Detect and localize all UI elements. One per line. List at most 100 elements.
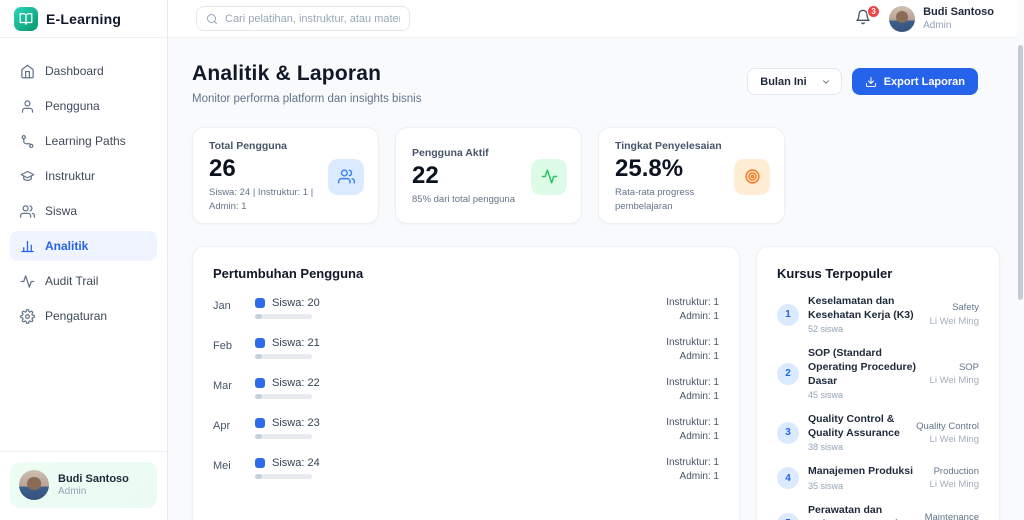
stat-label: Total Pengguna	[209, 139, 287, 152]
month-label: Feb	[213, 340, 232, 352]
course-category: Maintenance	[924, 511, 979, 520]
user-name: Budi Santoso	[923, 6, 994, 19]
graduation-cap-icon	[20, 170, 35, 181]
brand-name: E-Learning	[46, 10, 122, 27]
siswa-bar	[255, 394, 312, 399]
siswa-legend-swatch	[255, 338, 265, 348]
route-icon	[21, 134, 34, 148]
admin-value: Admin: 1	[679, 471, 719, 482]
sidebar-item-pengguna[interactable]: Pengguna	[10, 91, 157, 121]
course-students: 52 siswa	[808, 324, 844, 335]
stat-detail: 85% dari total pengguna	[412, 193, 515, 205]
scrollbar-thumb[interactable]	[1018, 45, 1023, 300]
sidebar-item-label: Learning Paths	[45, 134, 126, 148]
user-icon	[21, 99, 34, 113]
course-title: Quality Control & Quality Assurance	[808, 413, 900, 439]
rank-badge: 2	[777, 362, 799, 385]
user-name: Budi Santoso	[58, 472, 129, 485]
siswa-bar	[255, 434, 312, 439]
admin-value: Admin: 1	[679, 311, 719, 322]
search-input[interactable]	[225, 12, 400, 25]
sidebar-item-label: Analitik	[45, 239, 89, 253]
sidebar-item-audit-trail[interactable]: Audit Trail	[10, 266, 157, 296]
course-item[interactable]: 1 Keselamatan dan Kesehatan Kerja (K3) 5…	[777, 295, 979, 334]
user-avatar	[889, 5, 916, 32]
download-icon	[865, 76, 876, 87]
course-students: 38 siswa	[808, 442, 844, 453]
rank-badge: 5	[777, 512, 799, 520]
sidebar-user-card[interactable]: Budi Santoso Admin	[10, 462, 157, 508]
popular-courses-title: Kursus Terpopuler	[777, 266, 893, 281]
sidebar-item-siswa[interactable]: Siswa	[10, 196, 157, 226]
course-category: Quality Control	[916, 420, 979, 432]
topbar: 3 Budi Santoso Admin	[168, 0, 1024, 38]
stat-value: 25.8%	[615, 154, 684, 182]
sidebar-item-label: Siswa	[45, 204, 78, 218]
export-report-button[interactable]: Export Laporan	[851, 68, 978, 95]
course-item[interactable]: 3 Quality Control & Quality Assurance 38…	[777, 413, 979, 452]
instruktur-value: Instruktur: 1	[666, 337, 719, 348]
brand: E-Learning	[0, 0, 167, 38]
stat-card-pengguna-aktif: Pengguna Aktif 22 85% dari total penggun…	[395, 127, 582, 224]
bar-chart-icon	[21, 240, 34, 252]
growth-chart-title: Pertumbuhan Pengguna	[213, 266, 364, 281]
activity-icon	[541, 169, 557, 184]
siswa-legend-swatch	[255, 458, 265, 468]
sidebar-item-label: Dashboard	[45, 64, 104, 78]
chevron-down-icon	[822, 79, 829, 84]
siswa-legend-swatch	[255, 378, 265, 388]
sidebar-item-label: Pengaturan	[45, 309, 108, 323]
rank-badge: 1	[777, 303, 799, 326]
course-list: 1 Keselamatan dan Kesehatan Kerja (K3) 5…	[777, 295, 979, 520]
home-icon	[21, 64, 34, 78]
course-item[interactable]: 4 Manajemen Produksi 35 siswa Production…	[777, 465, 979, 491]
siswa-legend-swatch	[255, 298, 265, 308]
sidebar-item-label: Instruktur	[45, 169, 96, 183]
siswa-value: Siswa: 22	[272, 377, 320, 389]
growth-row-mei: Mei Siswa: 24 Instruktur: 1 Admin: 1	[213, 457, 719, 482]
notifications-button[interactable]: 3	[855, 4, 881, 29]
sidebar-item-dashboard[interactable]: Dashboard	[10, 56, 157, 86]
growth-row-apr: Apr Siswa: 23 Instruktur: 1 Admin: 1	[213, 417, 719, 442]
course-item[interactable]: 5 Perawatan dan Maintenance Mesin 28 sis…	[777, 504, 979, 520]
month-label: Apr	[213, 420, 231, 432]
sidebar-item-instruktur[interactable]: Instruktur	[10, 161, 157, 191]
user-role: Admin	[58, 486, 87, 498]
vertical-scrollbar[interactable]	[1017, 0, 1024, 520]
notification-badge: 3	[867, 4, 881, 18]
sidebar-item-label: Pengguna	[45, 99, 100, 113]
course-instructor: Li Wei Ming	[929, 315, 979, 327]
page-subtitle: Monitor performa platform dan insights b…	[192, 93, 422, 105]
course-instructor: Li Wei Ming	[929, 434, 979, 446]
sidebar-item-learning-paths[interactable]: Learning Paths	[10, 126, 157, 156]
course-item[interactable]: 2 SOP (Standard Operating Procedure) Das…	[777, 347, 979, 400]
admin-value: Admin: 1	[679, 431, 719, 442]
topbar-user-menu[interactable]: Budi Santoso Admin	[889, 5, 994, 32]
admin-value: Admin: 1	[679, 391, 719, 402]
instruktur-value: Instruktur: 1	[666, 297, 719, 308]
month-label: Jan	[213, 300, 231, 312]
book-logo-icon	[14, 6, 38, 31]
course-instructor: Li Wei Ming	[929, 479, 979, 491]
course-students: 35 siswa	[808, 481, 844, 492]
course-students: 45 siswa	[808, 390, 844, 401]
period-select-value: Bulan Ini	[760, 75, 807, 88]
instruktur-value: Instruktur: 1	[666, 417, 719, 428]
target-icon	[744, 169, 760, 184]
users-icon	[337, 169, 355, 184]
panels-row: Pertumbuhan Pengguna Jan Siswa: 20 Instr…	[192, 246, 1000, 520]
course-category: SOP	[958, 361, 979, 373]
search-box[interactable]	[196, 6, 410, 31]
course-category: Safety	[952, 302, 979, 314]
stat-card-total-pengguna: Total Pengguna 26 Siswa: 24 | Instruktur…	[192, 127, 379, 224]
growth-rows: Jan Siswa: 20 Instruktur: 1 Admin: 1	[213, 297, 719, 482]
sidebar-item-pengaturan[interactable]: Pengaturan	[10, 301, 157, 331]
stat-card-tingkat-penyelesaian: Tingkat Penyelesaian 25.8% Rata-rata pro…	[598, 127, 785, 224]
sidebar-item-analitik[interactable]: Analitik	[10, 231, 157, 261]
period-select[interactable]: Bulan Ini	[747, 68, 842, 95]
stat-label: Pengguna Aktif	[412, 146, 489, 159]
siswa-legend-swatch	[255, 418, 265, 428]
course-category: Production	[933, 466, 979, 478]
stat-detail: Rata-rata progress pembelajaran	[615, 186, 695, 212]
